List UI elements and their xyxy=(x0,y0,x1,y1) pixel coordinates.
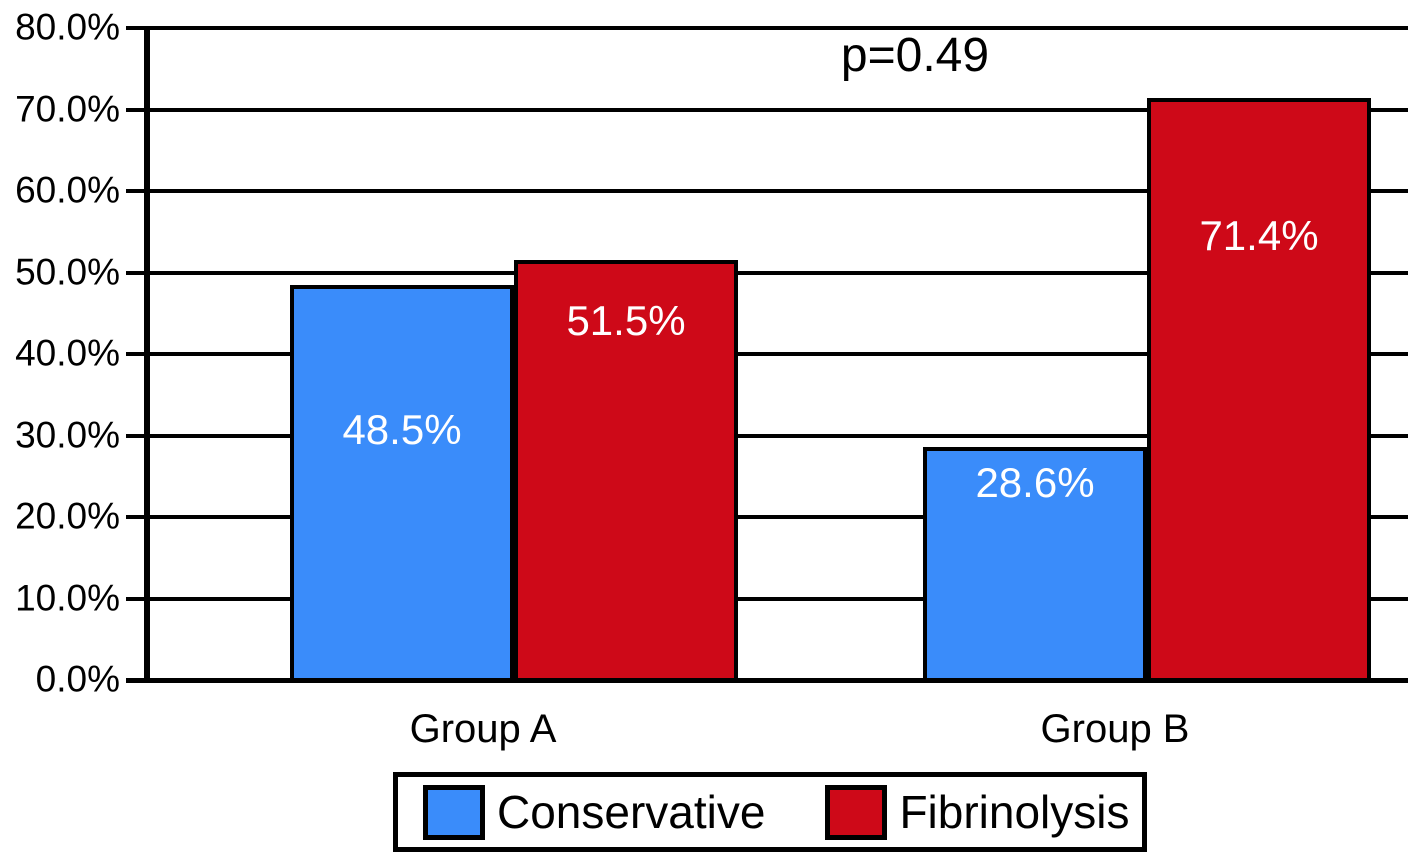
y-tick-label: 10.0% xyxy=(15,577,120,619)
legend-swatch-fibrinolysis xyxy=(825,784,888,840)
y-tick-label: 20.0% xyxy=(15,495,120,537)
bar-group-b-conservative xyxy=(923,446,1147,682)
bar-group-a-fibrinolysis xyxy=(514,260,738,682)
y-tick-label: 80.0% xyxy=(15,6,120,48)
legend: Conservative Fibrinolysis xyxy=(393,772,1147,852)
bar-group-a-conservative xyxy=(290,284,514,682)
y-tick-label: 70.0% xyxy=(15,88,120,130)
gridline-300 xyxy=(126,433,1408,438)
gridline-100 xyxy=(126,596,1408,601)
legend-label-conservative: Conservative xyxy=(497,786,766,838)
gridline-700 xyxy=(126,107,1408,112)
y-tick-label: 0.0% xyxy=(35,658,120,700)
gridline-600 xyxy=(126,189,1408,193)
legend-swatch-conservative xyxy=(423,784,485,840)
p-value-annotation: p=0.49 xyxy=(840,29,990,82)
y-tick-label: 30.0% xyxy=(15,414,120,456)
gridline-500 xyxy=(126,270,1408,275)
legend-label-fibrinolysis: Fibrinolysis xyxy=(899,786,1130,838)
x-category-label-group-b: Group B xyxy=(1040,707,1190,751)
y-tick-label: 50.0% xyxy=(15,251,120,293)
gridline-400 xyxy=(126,352,1408,356)
y-tick-label: 60.0% xyxy=(15,169,120,211)
bar-value-label: 71.4% xyxy=(1199,212,1319,260)
x-category-label-group-a: Group A xyxy=(409,707,557,751)
bar-value-label: 28.6% xyxy=(975,458,1095,506)
y-axis-line xyxy=(144,26,150,683)
gridline-800 xyxy=(126,26,1408,30)
gridline-00 xyxy=(126,678,1408,683)
gridline-200 xyxy=(126,515,1408,519)
y-tick-label: 40.0% xyxy=(15,332,120,374)
bar-value-label: 51.5% xyxy=(566,297,686,345)
bar-value-label: 48.5% xyxy=(342,405,462,453)
bar-group-b-fibrinolysis xyxy=(1147,98,1371,682)
